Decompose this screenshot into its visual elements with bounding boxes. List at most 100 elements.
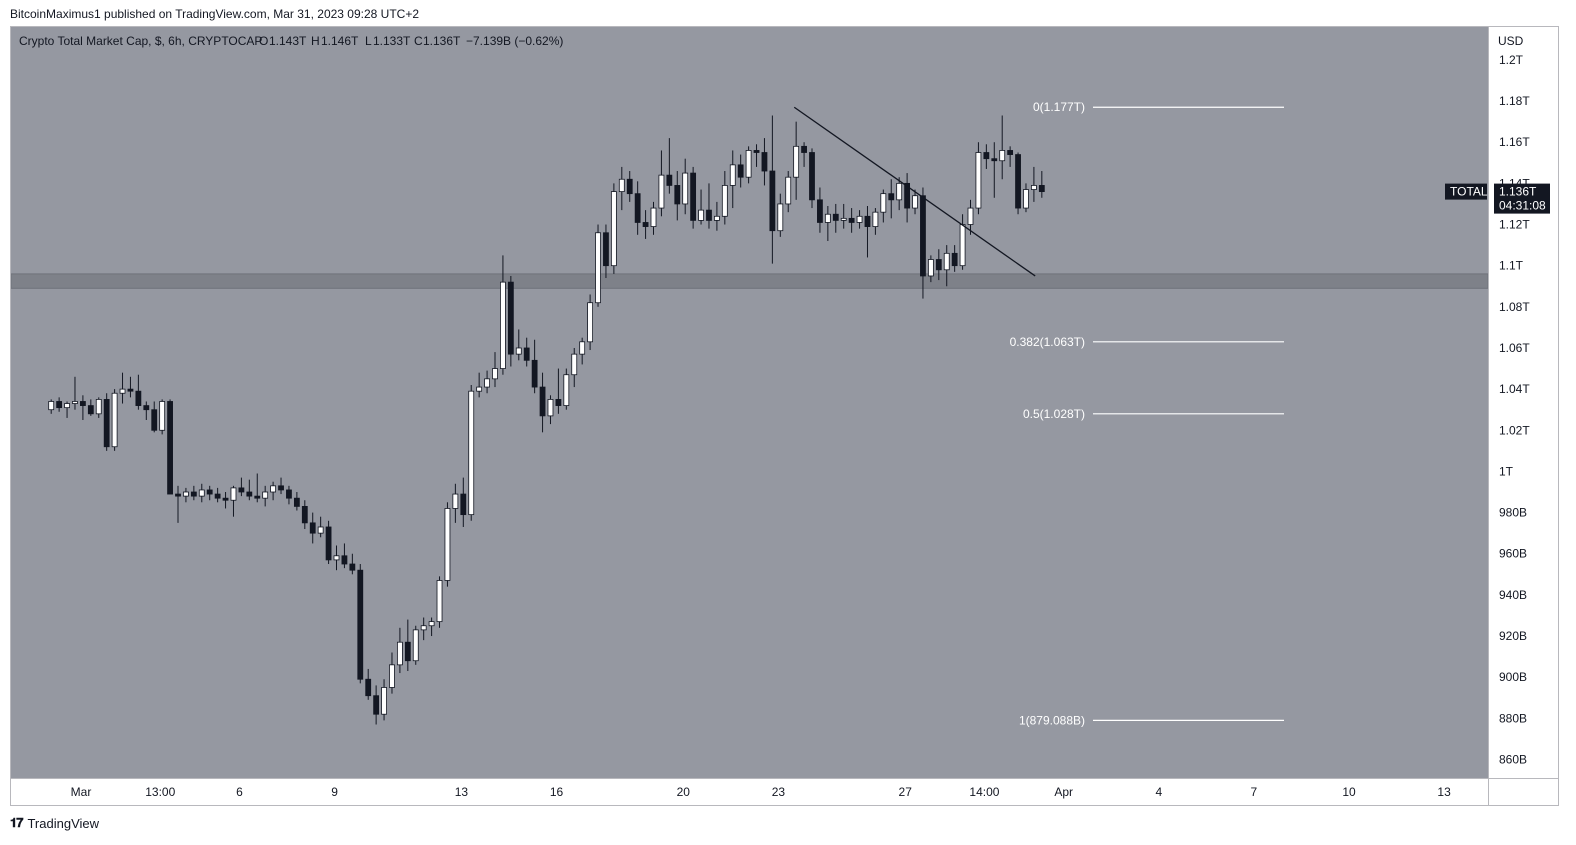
price-tick-label: 1.06T <box>1499 341 1530 355</box>
fib-retracement[interactable]: 0(1.177T) 0.382(1.063T) 0.5(1.028T) 1(879.0… <box>1010 100 1284 727</box>
candle <box>943 245 950 287</box>
candle <box>603 224 609 279</box>
price-tick-label: 1.12T <box>1499 218 1530 232</box>
candle <box>373 685 380 725</box>
candle-body <box>832 213 839 221</box>
candle <box>468 385 475 521</box>
candle <box>658 150 665 217</box>
candle-body <box>539 386 546 417</box>
candle <box>444 502 451 587</box>
candle-body <box>967 207 974 225</box>
candle-body <box>729 164 736 186</box>
candle-body <box>119 388 126 394</box>
descending-trendline[interactable] <box>793 106 1036 277</box>
candle <box>769 115 776 264</box>
candle <box>389 652 395 694</box>
candle-body <box>1038 185 1045 193</box>
tradingview-logo[interactable]: 𝟏𝟕 TradingView <box>10 815 99 831</box>
candle-body <box>127 388 134 392</box>
candle <box>991 142 998 198</box>
candle <box>214 487 221 503</box>
candle <box>452 483 459 523</box>
series-tag: TOTAL <box>1450 185 1488 199</box>
candle <box>618 166 625 211</box>
candle-body <box>389 664 395 688</box>
candle-body <box>333 555 340 561</box>
candle-body <box>428 621 435 627</box>
candle-body <box>975 152 982 209</box>
price-tick-label: 960B <box>1499 547 1527 561</box>
candle-body <box>286 489 292 499</box>
price-tick-label: 1T <box>1499 464 1514 478</box>
candle <box>872 208 879 235</box>
candle <box>404 619 411 672</box>
candle <box>753 144 760 167</box>
candle <box>888 179 895 219</box>
candle <box>64 401 70 418</box>
candle <box>626 171 633 202</box>
candle-body <box>801 145 807 153</box>
candle <box>80 395 86 420</box>
candle <box>920 187 926 299</box>
candle-body <box>270 485 277 493</box>
candle-body <box>626 178 633 195</box>
candle <box>531 339 538 394</box>
candle-body <box>468 390 475 516</box>
candle-body <box>151 409 158 431</box>
candle-body <box>793 145 800 178</box>
series-tag-bg <box>1445 183 1487 200</box>
candle-body <box>95 399 102 415</box>
time-tick-label: 4 <box>1155 785 1162 799</box>
candlestick-chart[interactable]: 0(1.177T) 0.382(1.063T) 0.5(1.028T) 1(879.0… <box>11 27 1558 805</box>
candle <box>206 485 213 501</box>
candle <box>412 625 419 665</box>
candle-body <box>690 172 697 221</box>
price-tick-label: 900B <box>1499 670 1527 684</box>
bar-countdown: 04:31:08 <box>1499 199 1546 213</box>
candle <box>87 399 94 416</box>
candle-body <box>769 170 776 232</box>
plot-background[interactable] <box>11 27 1488 778</box>
candle <box>817 187 823 233</box>
candle <box>198 483 205 503</box>
candle-body <box>357 569 364 680</box>
price-tick-label: 1.16T <box>1499 135 1530 149</box>
candle-body <box>262 491 269 499</box>
candle <box>706 183 712 229</box>
candle <box>793 121 800 200</box>
candle-body <box>848 217 855 223</box>
candle <box>848 208 855 233</box>
price-tick-label: 1.18T <box>1499 94 1530 108</box>
price-tick-label: 980B <box>1499 506 1527 520</box>
candle <box>246 479 253 501</box>
candle-body <box>293 497 300 507</box>
candle-body <box>214 493 221 499</box>
candle-body <box>658 174 665 209</box>
candle-body <box>610 191 617 267</box>
candle-body <box>143 405 150 411</box>
candle-body <box>959 224 966 267</box>
candle-body <box>927 259 934 277</box>
time-tick-label: 23 <box>772 785 786 799</box>
ohlc-low: 1.133T <box>373 34 411 48</box>
chart-title: Crypto Total Market Cap, $, 6h, CRYPTOCA… <box>19 34 262 48</box>
price-tick-label: 1.2T <box>1499 53 1524 67</box>
candle-body <box>500 281 506 369</box>
time-axis[interactable]: Mar 13:00 6 9 13 16 20 23 27 14:00 Apr 4 7 10 13 <box>71 785 1451 799</box>
candle-body <box>951 252 958 267</box>
candle <box>777 193 784 237</box>
candle <box>309 512 316 544</box>
chart-panel[interactable]: 0(1.177T) 0.382(1.063T) 0.5(1.028T) 1(879.0… <box>10 26 1559 806</box>
candle <box>127 376 134 398</box>
candle-body <box>595 232 601 304</box>
candle-body <box>777 203 784 232</box>
candle <box>721 171 728 225</box>
candle-body <box>682 172 689 205</box>
candle <box>547 395 554 425</box>
candle-body <box>880 193 887 213</box>
candle <box>143 401 150 420</box>
candle <box>222 492 229 509</box>
price-axis[interactable]: 1.2T1.18T1.16T1.14T1.12T1.1T1.08T1.06T1.… <box>1499 53 1530 767</box>
candle-body <box>183 491 189 497</box>
candle-body <box>254 495 261 499</box>
